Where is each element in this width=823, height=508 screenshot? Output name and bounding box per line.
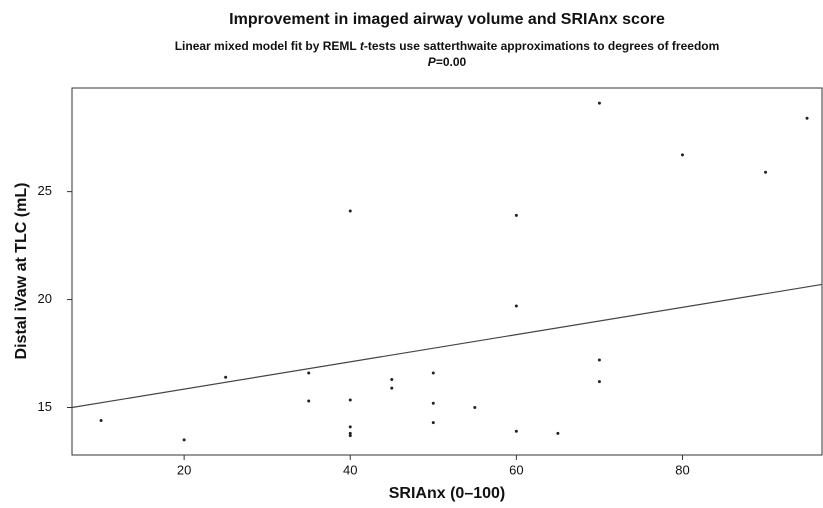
data-point	[348, 398, 352, 402]
y-axis-label: Distal iVaw at TLC (mL)	[13, 183, 30, 360]
data-point	[556, 431, 560, 435]
y-tick-label: 20	[38, 291, 52, 306]
data-point	[680, 153, 684, 157]
x-tick-label: 20	[177, 462, 191, 477]
data-point	[348, 431, 352, 435]
data-point	[348, 425, 352, 429]
x-axis-label: SRIAnx (0–100)	[389, 485, 506, 502]
subtitle-part: t	[360, 39, 365, 53]
data-point	[307, 371, 311, 375]
data-point	[431, 401, 435, 405]
y-tick-label: 15	[38, 399, 52, 414]
x-tick-label: 60	[509, 462, 523, 477]
subtitle-part: Linear mixed model fit by REML	[175, 39, 360, 53]
subtitle: Linear mixed model fit by REML t-tests u…	[175, 39, 720, 53]
annotation: P=0.00	[428, 55, 467, 69]
x-tick-label: 40	[343, 462, 357, 477]
data-point	[431, 421, 435, 425]
annotation-part: P	[428, 55, 437, 69]
data-point	[514, 429, 518, 433]
data-point	[348, 434, 352, 438]
data-point	[597, 358, 601, 362]
data-point	[182, 438, 186, 442]
data-point	[514, 304, 518, 308]
data-point	[597, 380, 601, 384]
data-point	[764, 170, 768, 174]
data-point	[431, 371, 435, 375]
chart-title: Improvement in imaged airway volume and …	[229, 11, 665, 28]
data-point	[224, 375, 228, 379]
plot-frame	[71, 87, 823, 456]
data-point	[805, 116, 809, 120]
data-point	[514, 213, 518, 217]
annotation-part: =0.00	[436, 55, 467, 69]
data-point	[99, 418, 103, 422]
data-point	[597, 101, 601, 105]
data-point	[473, 406, 477, 410]
y-tick-label: 25	[38, 183, 52, 198]
subtitle-part: -tests use satterthwaite approximations …	[364, 39, 719, 53]
data-point	[307, 399, 311, 403]
fit-line	[71, 283, 823, 409]
data-point	[390, 386, 394, 390]
x-tick-label: 80	[675, 462, 689, 477]
data-point	[390, 377, 394, 381]
data-point	[348, 209, 352, 213]
